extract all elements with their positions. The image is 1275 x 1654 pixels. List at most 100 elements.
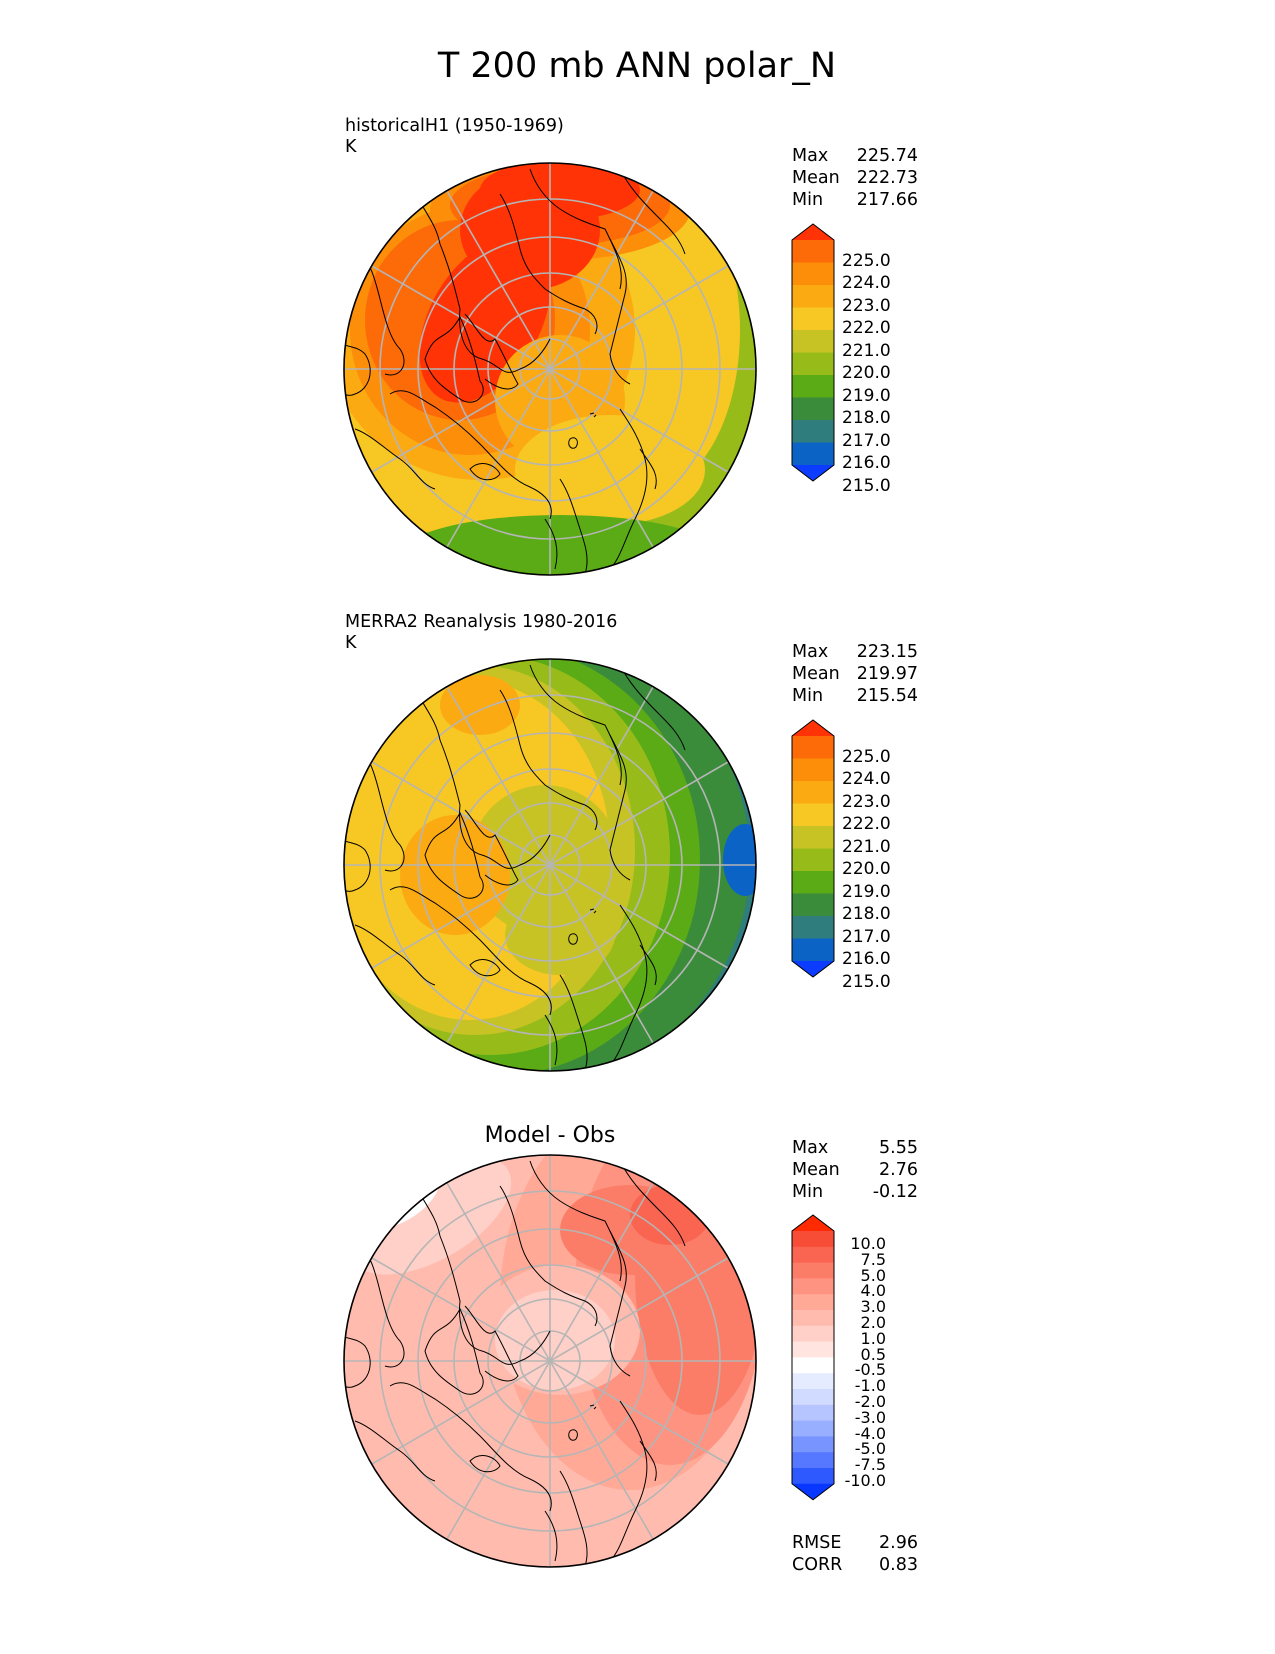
stat-value: -0.12 <box>873 1182 918 1202</box>
colorbar-segment <box>792 1294 834 1311</box>
metric-label: CORR <box>792 1555 842 1575</box>
colorbar <box>791 223 835 482</box>
stat-value: 2.76 <box>879 1160 918 1180</box>
colorbar-segment <box>792 285 834 308</box>
colorbar-tick-label: 2.0 <box>861 1313 886 1332</box>
colorbar-segment <box>792 1420 834 1437</box>
colorbar-segment <box>792 758 834 782</box>
colorbar-tick-label: 3.0 <box>861 1297 886 1316</box>
stat-label: Max <box>792 1138 828 1158</box>
colorbar-tick-label: -10.0 <box>845 1471 886 1490</box>
colorbar-labels: 225.0 224.0 223.0 222.0 221.0 220.0 219.… <box>842 251 891 496</box>
colorbar-tick-label: 216.0 <box>842 453 891 473</box>
colorbar-tick-label: 4.0 <box>861 1281 886 1300</box>
colorbar-segment <box>792 781 834 804</box>
colorbar-segment <box>792 240 834 263</box>
colorbar-tick-label: -0.5 <box>855 1360 886 1379</box>
colorbar-tick-label: -4.0 <box>855 1424 886 1443</box>
colorbar-tick-label: 224.0 <box>842 769 891 789</box>
stat-value: 222.73 <box>857 168 918 188</box>
panel-reference: MERRA2 Reanalysis 1980-2016 K Max 223.1 <box>343 612 918 1072</box>
colorbar-outline <box>791 1214 835 1501</box>
colorbar-segment <box>792 1262 834 1279</box>
colorbar-tick-label: 225.0 <box>842 251 891 271</box>
colorbar-tick-label: 223.0 <box>842 792 891 812</box>
colorbar-segment <box>792 893 834 917</box>
colorbar-extend-max <box>792 1215 834 1231</box>
colorbar-segment <box>792 1357 834 1374</box>
colorbar-tick-label: 222.0 <box>842 814 891 834</box>
colorbar-segment <box>792 916 834 939</box>
stat-label: Min <box>792 686 823 706</box>
colorbar-outline <box>791 223 835 482</box>
colorbar-tick-label: 1.0 <box>861 1329 886 1348</box>
colorbar-segment <box>792 352 834 376</box>
metrics-box: RMSE 2.96 CORR 0.83 <box>792 1533 918 1575</box>
colorbar-segment <box>792 826 834 849</box>
colorbar-tick-label: 225.0 <box>842 747 891 767</box>
colorbar-tick-label: 215.0 <box>842 476 891 496</box>
colorbar-tick-label: -5.0 <box>855 1439 886 1458</box>
colorbar-segment <box>792 442 834 466</box>
colorbar-extend-min <box>792 465 834 481</box>
metric-value: 2.96 <box>879 1533 918 1553</box>
colorbar-segment <box>792 848 834 872</box>
colorbar-segment <box>792 1373 834 1390</box>
panel-title: MERRA2 Reanalysis 1980-2016 <box>345 612 617 632</box>
colorbar-labels: 10.0 7.5 5.0 4.0 3.0 2.0 1.0 0.5 -0.5 -1… <box>845 1234 886 1490</box>
panel-units: K <box>345 137 357 157</box>
colorbar-tick-label: 224.0 <box>842 273 891 293</box>
stat-label: Mean <box>792 1160 840 1180</box>
colorbar-segment <box>792 1436 834 1453</box>
panel-units: K <box>345 633 357 653</box>
colorbar-segment <box>792 262 834 286</box>
polar-map <box>344 1155 756 1567</box>
stat-label: Min <box>792 1182 823 1202</box>
panel-title: Model - Obs <box>485 1123 616 1148</box>
colorbar-tick-label: -3.0 <box>855 1408 886 1427</box>
colorbar-extend-max <box>792 224 834 240</box>
colorbar-segment <box>792 1278 834 1295</box>
colorbar-tick-label: 218.0 <box>842 904 891 924</box>
colorbar-segment <box>792 307 834 331</box>
stats-box: Max 225.74 Mean 222.73 Min 217.66 <box>792 146 918 210</box>
colorbar-tick-label: 5.0 <box>861 1266 886 1285</box>
colorbar-tick-label: 221.0 <box>842 837 891 857</box>
colorbar-tick-label: 219.0 <box>842 882 891 902</box>
colorbar-segment <box>792 1325 834 1343</box>
colorbar <box>791 719 835 978</box>
colorbar-tick-label: 216.0 <box>842 949 891 969</box>
stat-label: Max <box>792 146 828 166</box>
colorbar-extend-min <box>792 1483 834 1500</box>
colorbar-extend-max <box>792 720 834 736</box>
colorbar-segment <box>792 1389 834 1406</box>
colorbar-tick-label: -1.0 <box>855 1376 886 1395</box>
colorbar-extend-min <box>792 961 834 977</box>
colorbar-segment <box>792 938 834 962</box>
colorbar-segment <box>792 330 834 353</box>
colorbar-segment <box>792 1468 834 1485</box>
colorbar-segment <box>792 1310 834 1327</box>
stat-label: Mean <box>792 664 840 684</box>
colorbar-tick-label: 215.0 <box>842 972 891 992</box>
stats-box: Max 223.15 Mean 219.97 Min 215.54 <box>792 642 918 706</box>
colorbar-segment <box>792 1452 834 1469</box>
colorbar-tick-label: 217.0 <box>842 927 891 947</box>
colorbar-tick-label: 220.0 <box>842 363 891 383</box>
colorbar-segment <box>792 1341 834 1358</box>
colorbar-tick-label: 219.0 <box>842 386 891 406</box>
colorbar-tick-label: 221.0 <box>842 341 891 361</box>
colorbar-tick-label: 220.0 <box>842 859 891 879</box>
colorbar-segment <box>792 420 834 443</box>
colorbar-tick-label: 217.0 <box>842 431 891 451</box>
stat-label: Max <box>792 642 828 662</box>
metric-label: RMSE <box>792 1533 841 1553</box>
colorbar-tick-label: 222.0 <box>842 318 891 338</box>
colorbar-segment <box>792 397 834 421</box>
colorbar-segment <box>792 1246 834 1264</box>
colorbar-tick-label: 10.0 <box>850 1234 886 1253</box>
stat-label: Min <box>792 190 823 210</box>
colorbar-tick-label: -2.0 <box>855 1392 886 1411</box>
stat-value: 225.74 <box>857 146 918 166</box>
